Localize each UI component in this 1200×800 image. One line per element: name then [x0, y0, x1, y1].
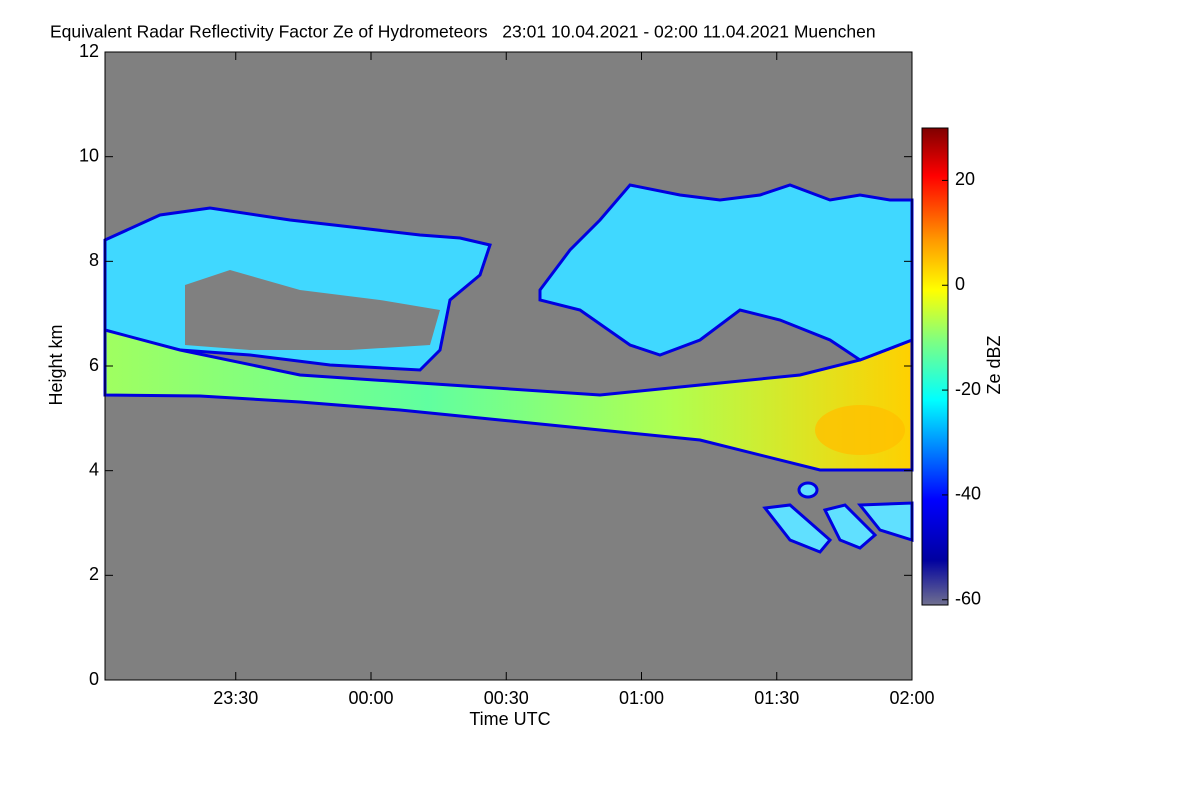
colorbar-tick-label: -20: [955, 379, 981, 399]
y-tick-label: 4: [89, 459, 99, 479]
colorbar-tick-label: 20: [955, 169, 975, 189]
x-tick-label: 01:00: [619, 688, 664, 708]
colorbar-label: Ze dBZ: [984, 335, 1004, 394]
colorbar-tick-label: -40: [955, 484, 981, 504]
x-axis-label: Time UTC: [469, 709, 550, 729]
colorbar-tick-label: -60: [955, 589, 981, 609]
y-axis-label: Height km: [46, 324, 66, 405]
y-tick-label: 12: [79, 41, 99, 61]
x-tick-label: 23:30: [213, 688, 258, 708]
field: [103, 52, 914, 680]
chart-title: Equivalent Radar Reflectivity Factor Ze …: [50, 22, 876, 42]
y-tick-label: 10: [79, 145, 99, 165]
x-tick-label: 00:30: [484, 688, 529, 708]
x-tick-label: 02:00: [889, 688, 934, 708]
colorbar: [921, 127, 949, 606]
colorbar-tick-label: 0: [955, 274, 965, 294]
y-tick-label: 2: [89, 564, 99, 584]
x-tick-label: 01:30: [754, 688, 799, 708]
y-tick-label: 6: [89, 355, 99, 375]
y-tick-label: 0: [89, 669, 99, 689]
y-tick-label: 8: [89, 250, 99, 270]
x-tick-label: 00:00: [348, 688, 393, 708]
